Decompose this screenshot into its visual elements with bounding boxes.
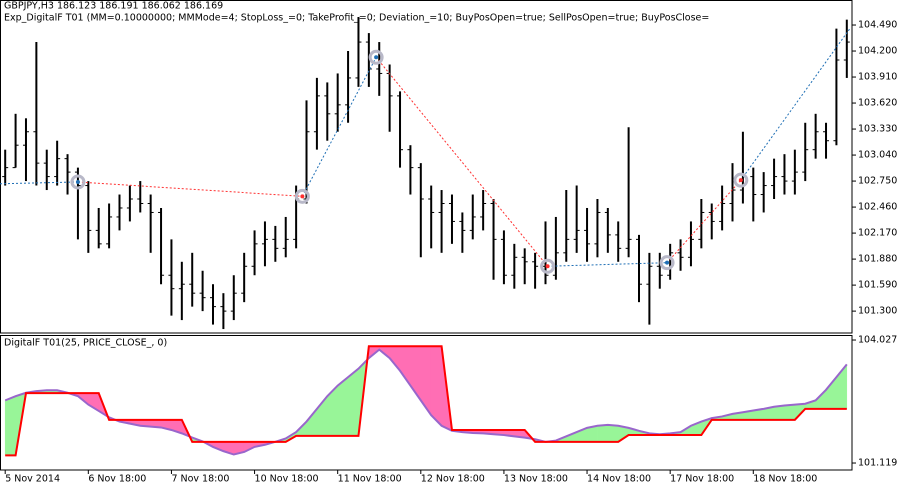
x-tick-label: 10 Nov 18:00 <box>255 474 319 485</box>
y-tick-label: 102.170 <box>858 228 897 239</box>
x-tick-label: 6 Nov 18:00 <box>88 474 146 485</box>
trade-marker <box>733 172 749 188</box>
y-tick-label: 101.880 <box>858 254 897 265</box>
fill-area <box>597 424 609 443</box>
x-tick-label: 17 Nov 18:00 <box>670 474 734 485</box>
trade-dot <box>75 179 80 184</box>
chart-subtitle: Exp_DigitalF T01 (MM=0.10000000; MMMode=… <box>4 13 709 24</box>
fill-area <box>4 395 16 456</box>
y-tick-label: 103.910 <box>858 72 897 83</box>
fill-area <box>337 376 349 437</box>
trade-dot <box>738 178 743 183</box>
y-tick-label: 102.460 <box>858 202 897 213</box>
fill-area <box>430 345 442 427</box>
y-tick-label: 101.300 <box>858 306 897 317</box>
x-tick-label: 5 Nov 2014 <box>5 474 60 485</box>
fill-area <box>347 368 359 437</box>
trade-marker <box>659 255 675 271</box>
fill-area <box>607 424 619 443</box>
trade-line <box>0 181 78 185</box>
trade-dot <box>665 260 670 265</box>
fill-area <box>784 404 796 421</box>
trade-line <box>375 56 548 267</box>
y-tick-label: 101.119 <box>858 458 897 469</box>
y-tick-label: 104.027 <box>858 335 897 346</box>
trade-dot <box>374 55 379 60</box>
trade-line <box>740 28 851 181</box>
x-tick-label: 12 Nov 18:00 <box>421 474 485 485</box>
indicator-line <box>5 345 847 457</box>
fill-area <box>773 405 785 421</box>
trade-marker <box>540 258 556 274</box>
axes: 104.490 104.200 103.910 103.620 103.330 103.0… <box>4 20 897 485</box>
y-tick-label: 103.330 <box>858 124 897 135</box>
x-tick-label: 18 Nov 18:00 <box>753 474 817 485</box>
indicator-title: DigitalF T01(25, PRICE_CLOSE_, 0) <box>4 338 167 349</box>
y-tick-label: 104.490 <box>858 20 897 31</box>
y-tick-label: 101.590 <box>858 280 897 291</box>
chart-title: GBPJPY,H3 186.123 186.191 186.062 186.16… <box>4 1 223 12</box>
y-tick-label: 103.620 <box>858 98 897 109</box>
price-panel <box>0 0 853 334</box>
y-tick-label: 102.750 <box>858 176 897 187</box>
y-tick-label: 103.040 <box>858 150 897 161</box>
x-tick-label: 11 Nov 18:00 <box>338 474 402 485</box>
indicator-line <box>4 348 848 456</box>
trade-marker <box>368 49 384 65</box>
trade-line <box>666 179 742 264</box>
x-tick-label: 14 Nov 18:00 <box>587 474 651 485</box>
trade-dot <box>545 264 550 269</box>
trade-marker <box>294 188 310 204</box>
trade-marker <box>70 174 86 190</box>
trade-dot <box>300 194 305 199</box>
x-tick-label: 7 Nov 18:00 <box>171 474 229 485</box>
trade-line <box>77 181 303 197</box>
x-tick-label: 13 Nov 18:00 <box>504 474 568 485</box>
y-tick-label: 104.200 <box>858 46 897 57</box>
price-plot: GBPJPY,H3 186.123 186.191 186.062 186.16… <box>0 1 851 330</box>
indicator-plot <box>4 345 848 457</box>
